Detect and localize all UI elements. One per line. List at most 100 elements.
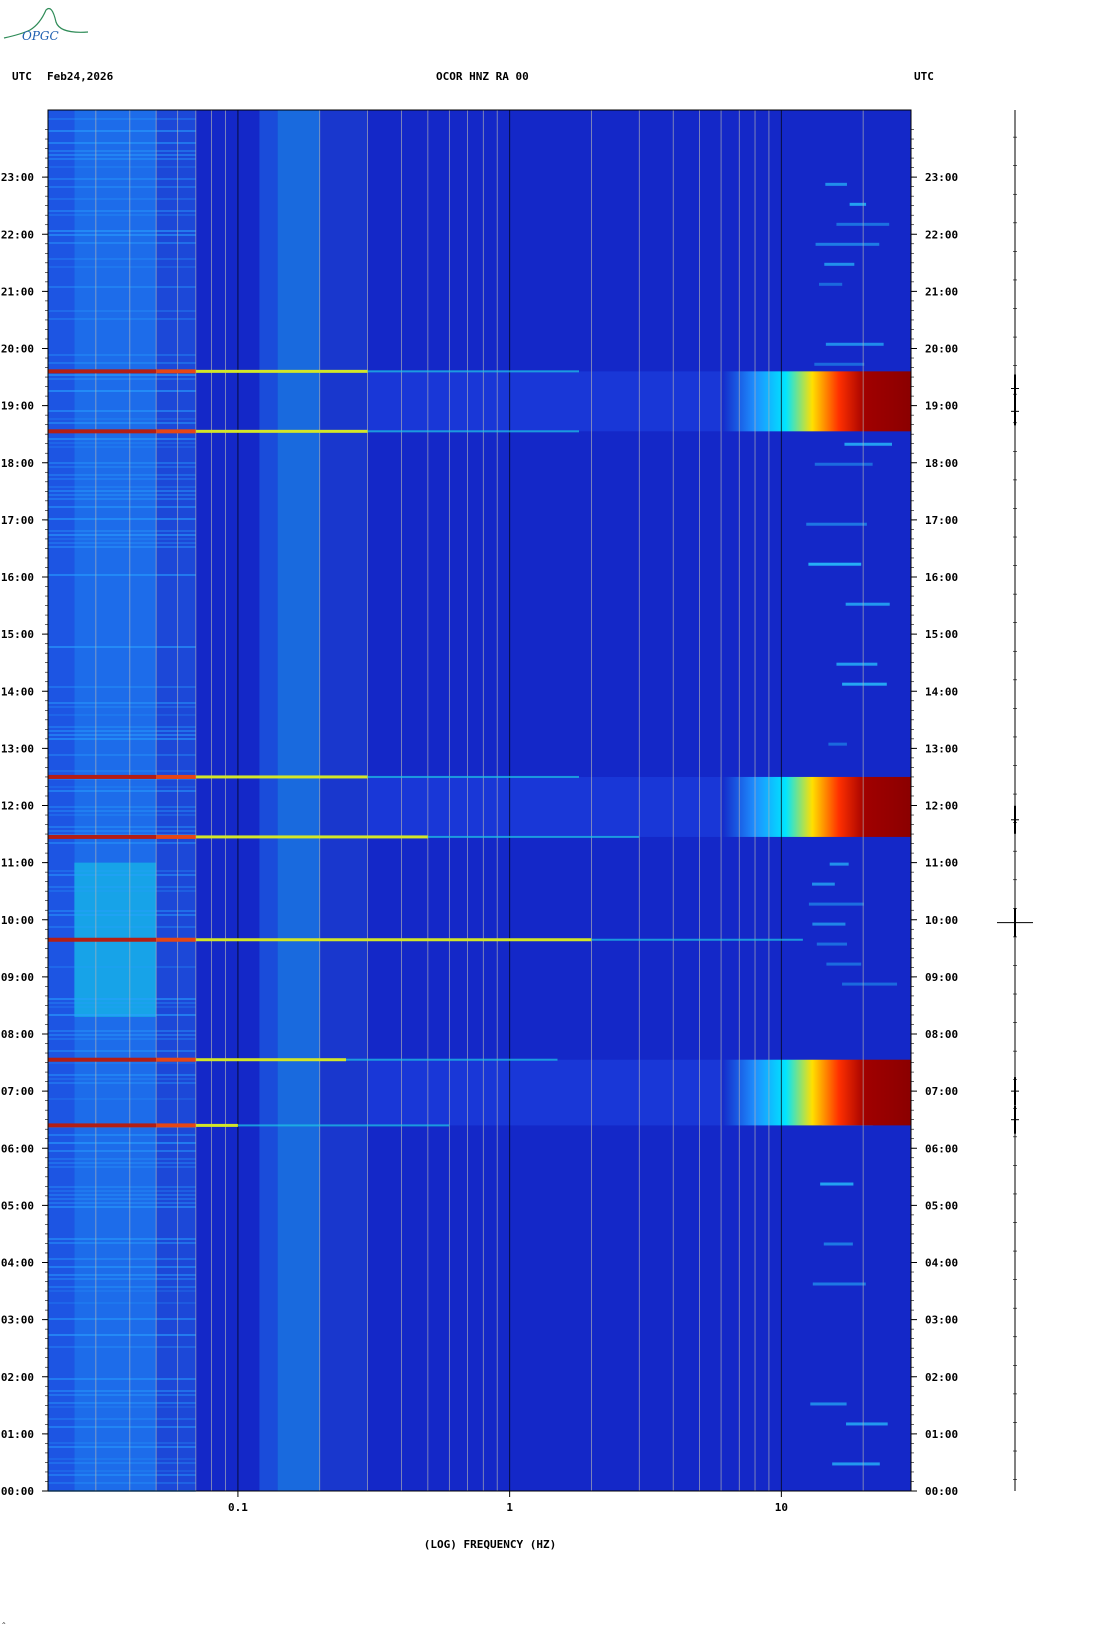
texture-streak: [48, 1290, 196, 1292]
y-tick-label-right: 22:00: [925, 228, 958, 241]
texture-streak: [48, 814, 196, 816]
hf-speckle: [842, 682, 887, 686]
x-axis-label: (LOG) FREQUENCY (HZ): [424, 1538, 556, 1551]
event-line-fade: [427, 835, 640, 838]
texture-streak: [48, 410, 196, 412]
texture-streak: [48, 474, 196, 476]
texture-streak: [48, 702, 196, 704]
energy-column: [156, 110, 196, 1491]
event-line-tail: [195, 1058, 347, 1062]
event-line-tail: [195, 938, 592, 942]
texture-streak: [48, 870, 196, 872]
y-tick-label-right: 13:00: [925, 742, 958, 755]
texture-streak: [48, 738, 196, 740]
texture-streak: [48, 1238, 196, 1240]
y-tick-label-right: 00:00: [925, 1485, 958, 1498]
texture-streak: [48, 1006, 196, 1008]
texture-streak: [48, 1206, 196, 1208]
y-tick-label-left: 13:00: [1, 742, 34, 755]
texture-streak: [48, 130, 196, 132]
event-line-core: [48, 937, 157, 942]
y-tick-label-right: 17:00: [925, 514, 958, 527]
texture-streak: [48, 842, 196, 844]
event-line-mid: [156, 369, 196, 374]
texture-streak: [48, 646, 196, 648]
event-line-mid: [156, 1057, 196, 1062]
texture-streak: [48, 1082, 196, 1084]
texture-streak: [48, 230, 196, 232]
event-line-fade: [346, 1058, 558, 1061]
texture-streak: [48, 1030, 196, 1032]
texture-streak: [48, 234, 196, 236]
texture-streak: [48, 166, 196, 168]
hf-speckle: [825, 182, 847, 186]
texture-streak: [48, 158, 196, 160]
y-tick-label-right: 07:00: [925, 1085, 958, 1098]
texture-streak: [48, 686, 196, 688]
texture-streak: [48, 1190, 196, 1192]
texture-streak: [48, 1442, 196, 1444]
texture-streak: [48, 770, 196, 772]
texture-streak: [48, 1346, 196, 1348]
texture-streak: [48, 486, 196, 488]
texture-streak: [48, 518, 196, 520]
high-energy-block-3: [721, 371, 911, 432]
event-line-fade: [237, 1124, 450, 1127]
hf-speckle: [844, 442, 892, 446]
texture-streak: [48, 478, 196, 480]
texture-streak: [48, 1062, 196, 1064]
texture-streak: [48, 730, 196, 732]
hf-speckle: [828, 742, 847, 746]
texture-streak: [48, 378, 196, 380]
texture-streak: [48, 830, 196, 832]
x-tick-label: 1: [506, 1501, 513, 1514]
texture-streak: [48, 1074, 196, 1076]
texture-streak: [48, 1274, 196, 1276]
hf-speckle: [812, 1282, 866, 1286]
texture-streak: [48, 258, 196, 260]
event-line-tail: [195, 775, 368, 779]
texture-streak: [48, 998, 196, 1000]
texture-streak: [48, 1462, 196, 1464]
texture-streak: [48, 362, 196, 364]
texture-streak: [48, 754, 196, 756]
texture-streak: [48, 826, 196, 828]
texture-streak: [48, 1050, 196, 1052]
texture-streak: [48, 210, 196, 212]
hf-speckle: [812, 922, 846, 926]
seismogram-trace: [997, 110, 1033, 1491]
y-tick-label-right: 03:00: [925, 1314, 958, 1327]
hf-speckle: [823, 1242, 853, 1246]
header-station: OCOR HNZ RA 00: [436, 70, 529, 83]
y-tick-label-left: 20:00: [1, 343, 34, 356]
hf-speckle: [812, 882, 835, 886]
y-tick-label-right: 02:00: [925, 1371, 958, 1384]
energy-column: [277, 110, 320, 1491]
texture-streak: [48, 778, 196, 780]
texture-streak: [48, 1266, 196, 1268]
texture-streak: [48, 178, 196, 180]
texture-streak: [48, 1242, 196, 1244]
texture-streak: [48, 418, 196, 420]
hf-speckle: [820, 1182, 854, 1186]
y-tick-label-left: 19:00: [1, 400, 34, 413]
y-tick-label-left: 01:00: [1, 1428, 34, 1441]
texture-streak: [48, 1394, 196, 1396]
texture-streak: [48, 422, 196, 424]
texture-streak: [48, 118, 196, 120]
y-tick-label-left: 05:00: [1, 1199, 34, 1212]
y-tick-label-right: 16:00: [925, 571, 958, 584]
hf-speckle: [826, 962, 862, 966]
texture-streak: [48, 786, 196, 788]
hf-speckle: [808, 902, 864, 906]
energy-column: [48, 110, 75, 1491]
y-tick-label-left: 17:00: [1, 514, 34, 527]
hf-speckle: [806, 522, 867, 526]
event-line-mid: [156, 774, 196, 779]
y-tick-label-right: 06:00: [925, 1142, 958, 1155]
y-tick-label-left: 15:00: [1, 628, 34, 641]
texture-streak: [48, 1318, 196, 1320]
event-line-core: [48, 1123, 157, 1128]
y-tick-label-left: 10:00: [1, 914, 34, 927]
